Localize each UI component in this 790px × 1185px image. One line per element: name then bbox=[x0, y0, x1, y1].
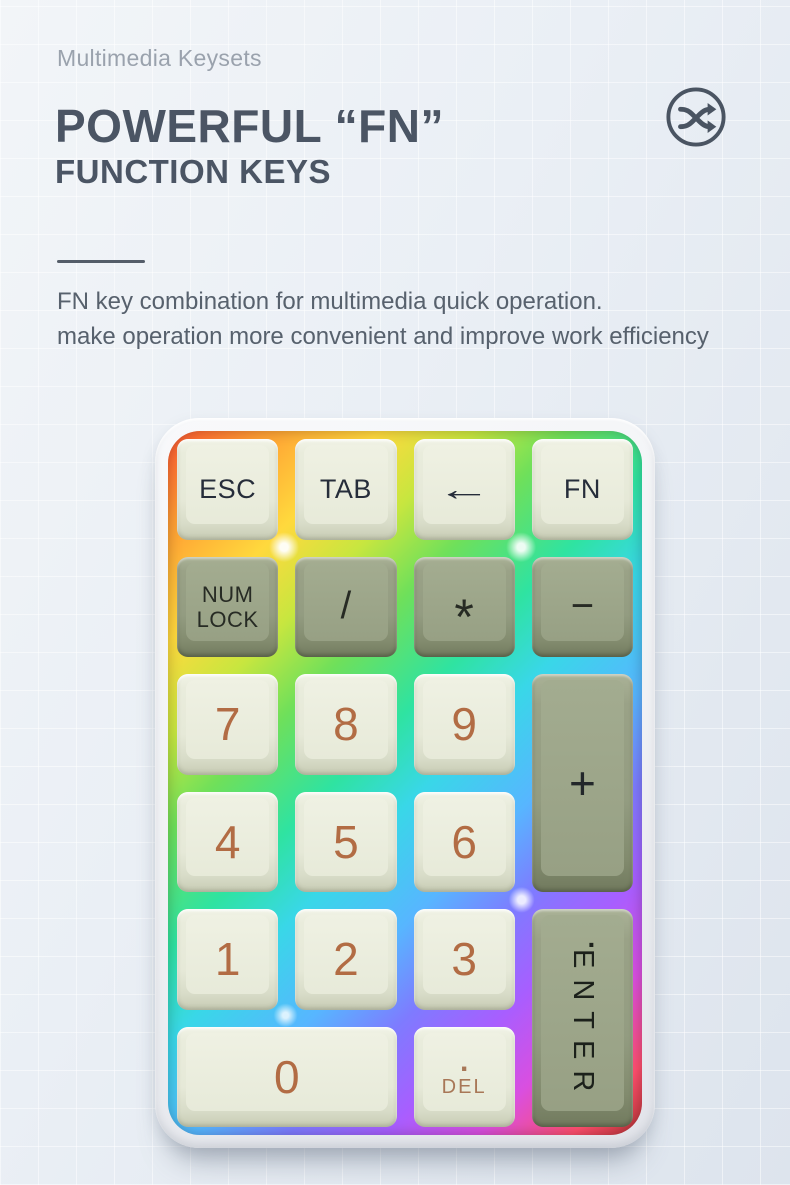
key-enter-legend: . ENTER bbox=[566, 922, 599, 1103]
shuffle-icon bbox=[666, 87, 726, 147]
page-title-line2: FUNCTION KEYS bbox=[55, 153, 332, 190]
key-1: 1 bbox=[177, 909, 279, 1010]
key-2-legend: 2 bbox=[333, 933, 359, 986]
numpad-keyboard: ESC TAB ← FN NUM LOCK / * bbox=[155, 418, 655, 1148]
key-2: 2 bbox=[295, 909, 397, 1010]
key-4-legend: 4 bbox=[214, 815, 241, 868]
rgb-backplate: ESC TAB ← FN NUM LOCK / * bbox=[168, 431, 642, 1135]
key-subtract: − bbox=[531, 556, 633, 657]
key-tab-legend: TAB bbox=[319, 473, 372, 504]
key-subtract-legend: − bbox=[570, 584, 595, 629]
eyebrow-label: Multimedia Keysets bbox=[57, 45, 262, 71]
key-grid: ESC TAB ← FN NUM LOCK / * bbox=[177, 439, 633, 1127]
key-numlock: NUM LOCK bbox=[177, 556, 279, 657]
key-7-legend: 7 bbox=[214, 698, 241, 751]
key-3: 3 bbox=[413, 909, 515, 1010]
key-divide: / bbox=[295, 556, 397, 657]
description-text: FN key combination for multimedia quick … bbox=[57, 284, 709, 354]
key-multiply: * bbox=[413, 556, 515, 657]
key-fn: FN bbox=[531, 439, 633, 540]
key-7: 7 bbox=[177, 674, 279, 775]
divider-line bbox=[57, 260, 145, 263]
key-4: 4 bbox=[177, 791, 279, 892]
shuffle-badge bbox=[665, 86, 727, 148]
key-tab: TAB bbox=[295, 439, 397, 540]
numlock-line1: NUM bbox=[201, 581, 254, 607]
key-del: . DEL bbox=[413, 1026, 515, 1127]
enter-text: ENTER bbox=[566, 949, 599, 1103]
description-line1: FN key combination for multimedia quick … bbox=[57, 288, 603, 315]
key-add-legend: + bbox=[568, 757, 596, 809]
key-5: 5 bbox=[295, 791, 397, 892]
key-3-legend: 3 bbox=[451, 933, 477, 986]
left-arrow-icon: ← bbox=[436, 470, 492, 507]
key-0-legend: 0 bbox=[273, 1050, 300, 1103]
key-fn-legend: FN bbox=[563, 473, 601, 504]
page-title-line1: POWERFUL “FN” bbox=[55, 100, 444, 152]
key-numlock-legend: NUM LOCK bbox=[197, 582, 259, 632]
key-0: 0 bbox=[177, 1026, 397, 1127]
key-1-legend: 1 bbox=[214, 933, 241, 986]
description-line2: make operation more convenient and impro… bbox=[57, 323, 709, 350]
numlock-line2: LOCK bbox=[196, 606, 259, 632]
key-8: 8 bbox=[295, 674, 397, 775]
page-title: POWERFUL “FN” FUNCTION KEYS bbox=[55, 100, 444, 192]
key-divide-legend: / bbox=[340, 585, 352, 628]
key-6: 6 bbox=[413, 791, 515, 892]
del-text: DEL bbox=[441, 1076, 487, 1099]
key-9-legend: 9 bbox=[451, 698, 477, 751]
key-multiply-legend: * bbox=[454, 588, 474, 645]
key-esc-legend: ESC bbox=[199, 473, 257, 504]
key-6-legend: 6 bbox=[451, 815, 477, 868]
key-del-legend: . DEL bbox=[441, 1045, 487, 1099]
key-8-legend: 8 bbox=[333, 698, 359, 751]
key-esc: ESC bbox=[177, 439, 279, 540]
key-enter: . ENTER bbox=[531, 909, 633, 1127]
key-add: + bbox=[531, 674, 633, 892]
del-dot: . bbox=[459, 1045, 469, 1079]
key-backspace: ← bbox=[413, 439, 515, 540]
key-5-legend: 5 bbox=[333, 815, 359, 868]
enter-dot: . bbox=[587, 922, 596, 954]
key-9: 9 bbox=[413, 674, 515, 775]
